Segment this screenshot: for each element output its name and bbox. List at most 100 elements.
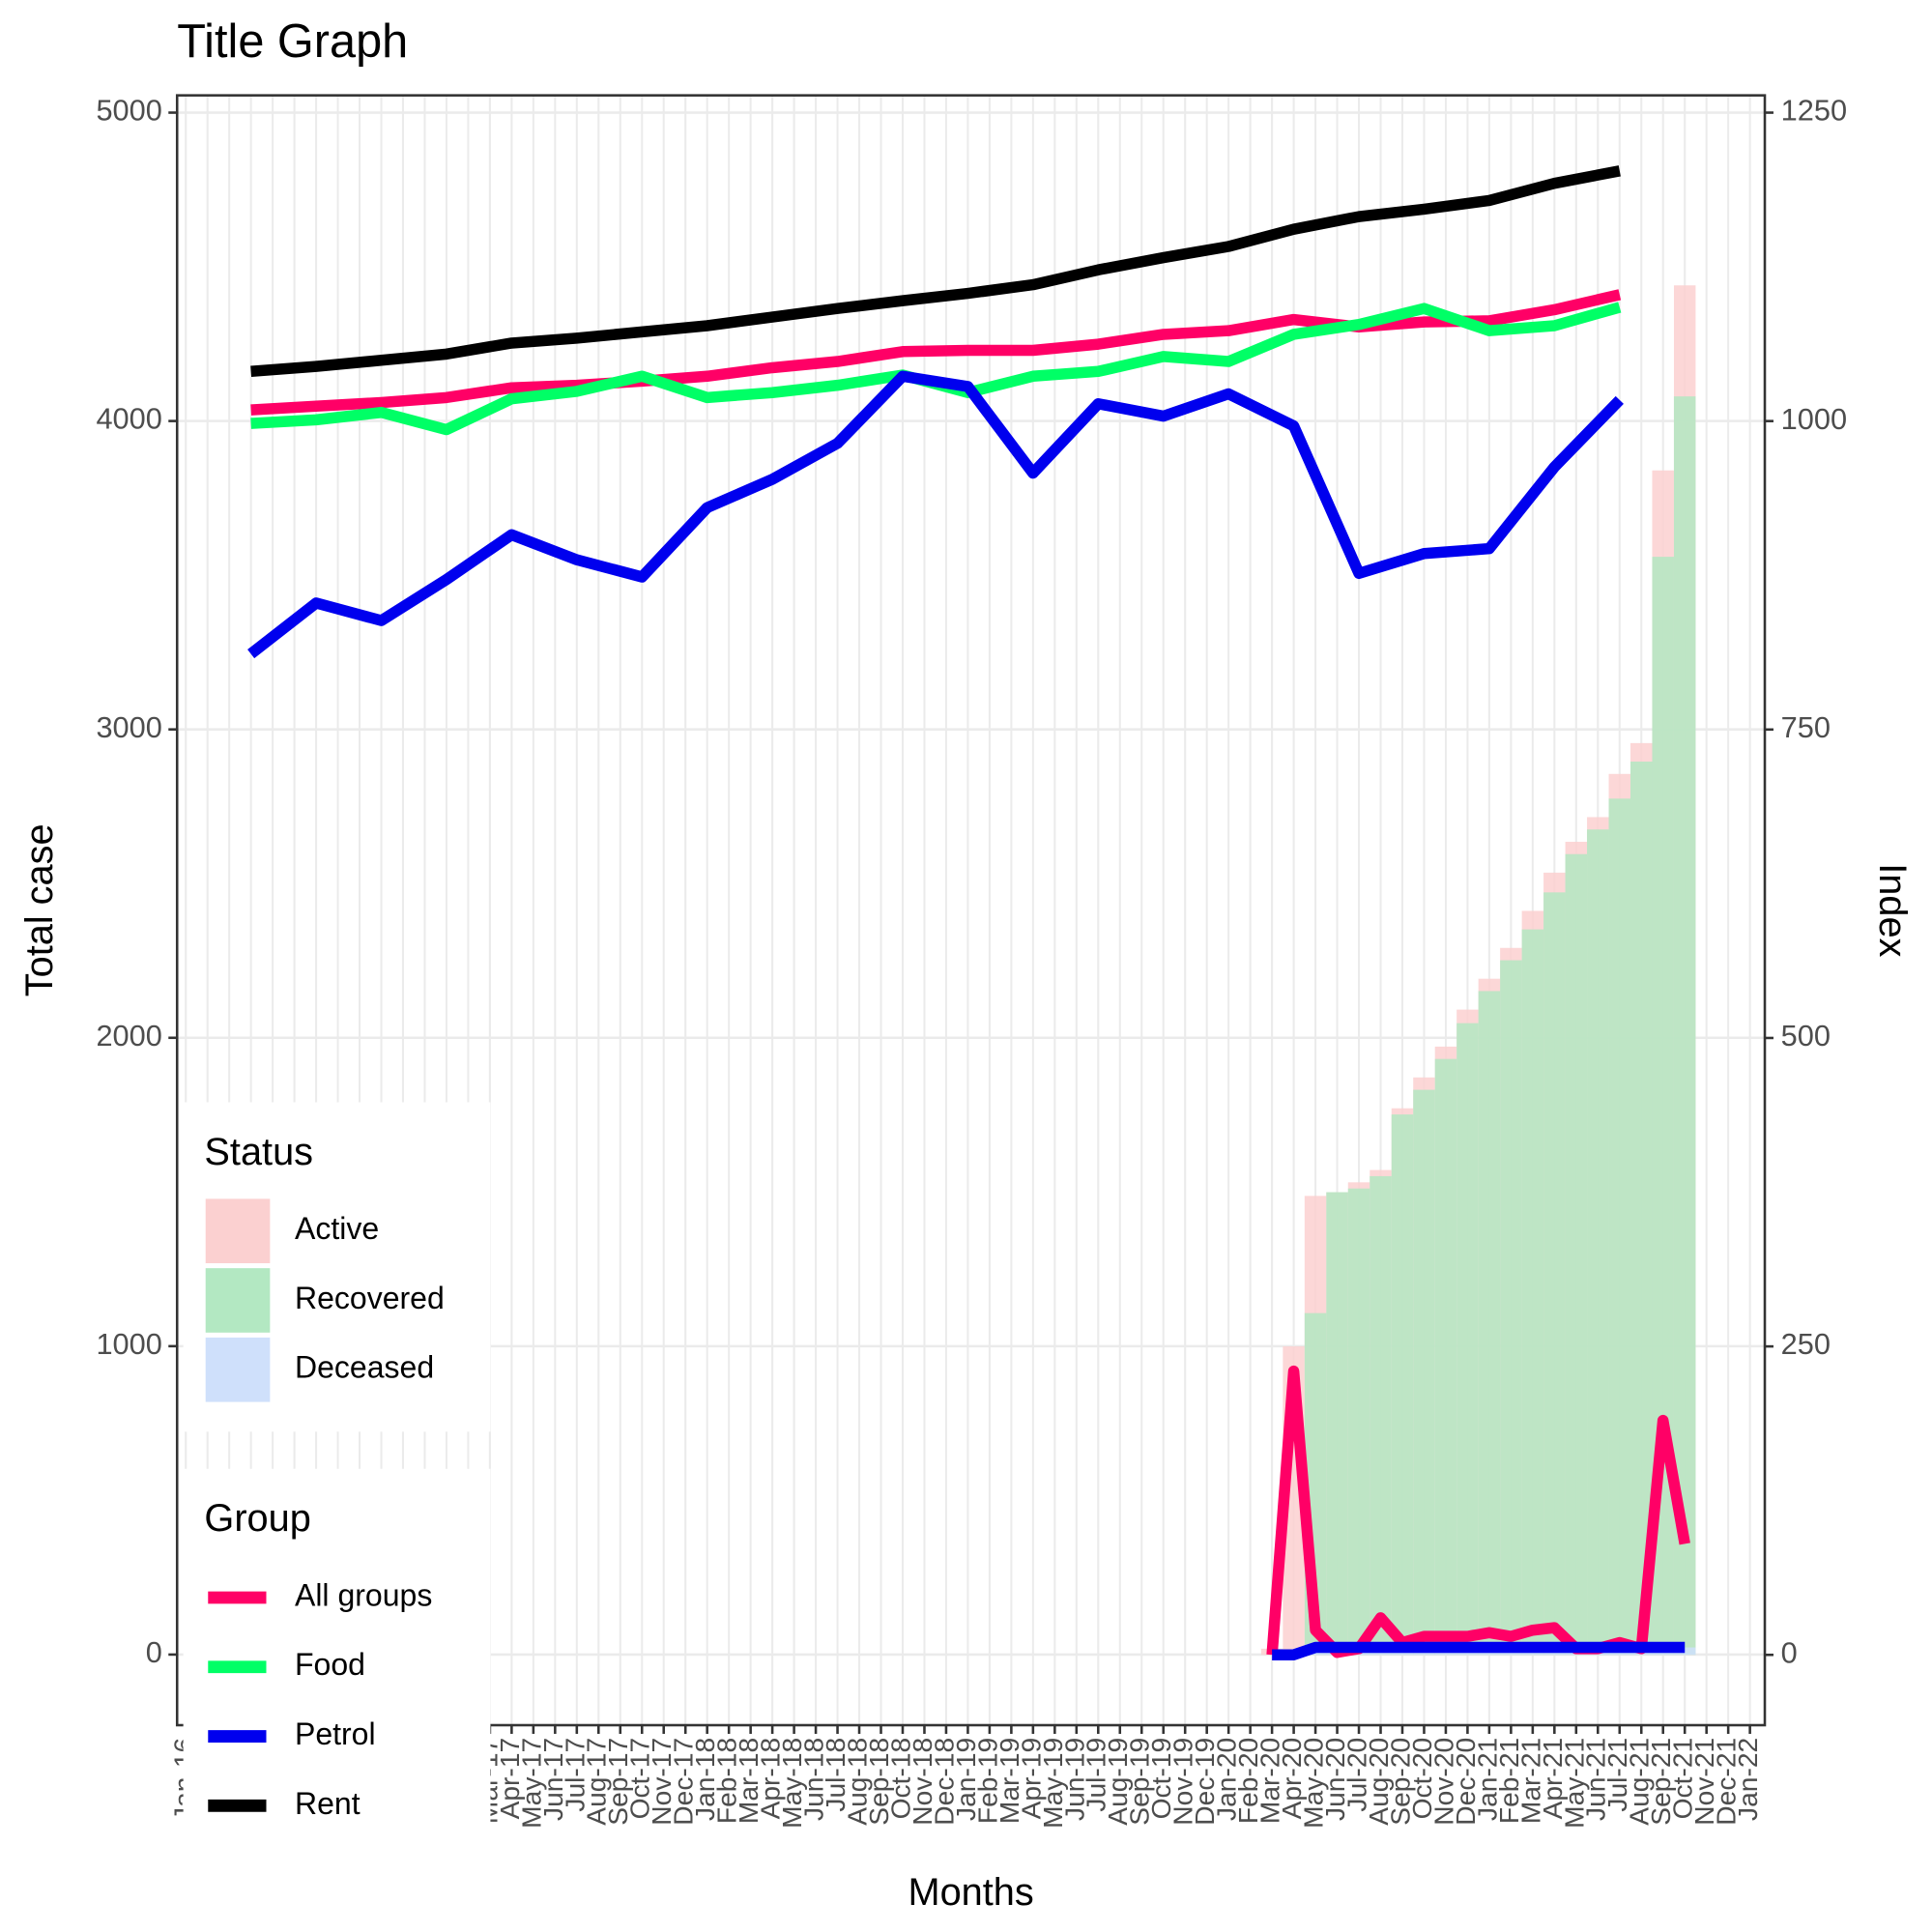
y2-tick-label: 0 (1781, 1635, 1798, 1669)
bar (1326, 1192, 1348, 1656)
x-tick-label: Nov-20 (1427, 1738, 1458, 1826)
bar (1652, 557, 1674, 1656)
x-tick-label: Jun-21 (1580, 1738, 1611, 1821)
x-tick-label: Nov-18 (907, 1738, 937, 1826)
x-tick-label: Oct-20 (1406, 1738, 1437, 1820)
bar (1347, 1188, 1370, 1656)
bar (1456, 1023, 1479, 1656)
x-tick-label: Dec-19 (1189, 1738, 1220, 1826)
legend-label: All groups (295, 1577, 432, 1612)
x-tick-label: Jul-17 (559, 1738, 590, 1812)
x-tick-label: Jul-20 (1341, 1738, 1371, 1812)
legend-label: Active (295, 1211, 379, 1246)
y-axis-title: Total case (18, 823, 61, 996)
x-tick-label: May-19 (1037, 1738, 1068, 1829)
x-tick-label: Mar-21 (1514, 1738, 1545, 1824)
x-tick-label: May-18 (776, 1738, 807, 1829)
legend: Status Active Recovered Deceased (183, 1102, 491, 1432)
line (1272, 1641, 1686, 1660)
x-tick-label: Jan-20 (1211, 1738, 1242, 1821)
y-tick-label: 3000 (96, 710, 161, 744)
x-tick-label: Oct-21 (1667, 1738, 1698, 1820)
chart-title: Title Graph (177, 15, 408, 68)
x-tick-label: Dec-20 (1450, 1738, 1481, 1826)
line (250, 289, 1622, 416)
x-tick-label: Aug-17 (581, 1738, 612, 1826)
x-tick-label: Dec-17 (668, 1738, 699, 1826)
bar (1413, 1089, 1435, 1656)
bar (1608, 798, 1631, 1656)
y2-tick-label: 1250 (1781, 94, 1847, 128)
x-tick-label: Jul-19 (1081, 1738, 1111, 1812)
bar (1500, 960, 1522, 1656)
x-tick-label: Sep-20 (1384, 1738, 1415, 1826)
y-tick-label: 4000 (96, 402, 161, 436)
y2-axis-title: Index (1871, 863, 1914, 957)
x-tick-label: Jun-20 (1319, 1738, 1350, 1821)
legend-key (205, 1268, 271, 1333)
x-tick-label: Apr-19 (1015, 1738, 1046, 1820)
x-tick-label: Oct-18 (884, 1738, 915, 1820)
legend-key (205, 1337, 271, 1402)
legend-title: Group (204, 1497, 310, 1540)
x-tick-label: Jun-17 (537, 1738, 568, 1821)
x-tick-label: Sep-18 (863, 1738, 894, 1826)
x-tick-label: Feb-18 (711, 1738, 742, 1824)
legend-label: Petrol (295, 1716, 376, 1751)
x-tick-label: Jul-18 (820, 1738, 851, 1812)
x-tick-label: Dec-21 (1711, 1738, 1742, 1826)
x-tick-label: Jun-18 (798, 1738, 829, 1821)
y2-tick-label: 750 (1781, 710, 1831, 744)
x-axis-title: Months (908, 1871, 1034, 1914)
x-tick-label: Jul-21 (1601, 1738, 1632, 1812)
y-tick-label: 2000 (96, 1019, 161, 1053)
x-tick-label: May-20 (1298, 1738, 1329, 1829)
legend-title: Status (204, 1131, 313, 1173)
x-tick-label: Jan-19 (950, 1738, 981, 1821)
x-tick-label: Nov-19 (1168, 1738, 1198, 1826)
x-tick-label: Dec-18 (928, 1738, 959, 1826)
bar (1391, 1114, 1414, 1656)
y2-tick-label: 250 (1781, 1327, 1831, 1361)
x-tick-label: Aug-21 (1624, 1738, 1655, 1826)
x-tick-label: Sep-19 (1124, 1738, 1155, 1826)
x-tick-label: Mar-18 (733, 1738, 764, 1824)
y-tick-label: 0 (146, 1635, 162, 1669)
x-tick-label: Apr-17 (494, 1738, 525, 1820)
x-tick-label: Feb-19 (971, 1738, 1002, 1824)
x-tick-label: Nov-21 (1688, 1738, 1719, 1826)
legend-key (205, 1198, 271, 1264)
x-tick-label: Apr-20 (1276, 1738, 1307, 1820)
x-tick-label: Nov-17 (646, 1738, 677, 1826)
x-tick-label: Feb-20 (1232, 1738, 1263, 1824)
x-tick-label: Aug-20 (1363, 1738, 1394, 1826)
bar (1587, 829, 1609, 1656)
x-tick-label: Jan-22 (1732, 1738, 1763, 1821)
bar (1370, 1175, 1392, 1656)
x-tick-label: Sep-17 (602, 1738, 633, 1826)
bar (1478, 991, 1501, 1656)
line (247, 370, 1624, 659)
x-tick-label: Jun-19 (1058, 1738, 1089, 1821)
x-tick-label: Jan-21 (1471, 1738, 1502, 1821)
legend: Group All groups Food Petrol Rent (183, 1468, 491, 1868)
x-tick-label: May-17 (515, 1738, 546, 1829)
x-tick-label: Apr-21 (1537, 1738, 1568, 1820)
legend-label: Food (295, 1647, 365, 1682)
y2-tick-label: 500 (1781, 1019, 1831, 1053)
bar (1673, 396, 1696, 1656)
x-tick-label: Mar-20 (1254, 1738, 1285, 1824)
y-tick-label: 1000 (96, 1327, 161, 1361)
x-tick-label: Aug-18 (841, 1738, 872, 1826)
x-tick-label: Oct-19 (1145, 1738, 1176, 1820)
plot-frame (175, 94, 1767, 1727)
y-tick-label: 5000 (96, 94, 161, 128)
bar (1565, 853, 1588, 1656)
line (250, 165, 1621, 378)
bar (1521, 929, 1544, 1656)
x-tick-label: Mar-19 (994, 1738, 1024, 1824)
x-tick-label: Aug-19 (1102, 1738, 1133, 1826)
x-tick-label: Jan-18 (689, 1738, 720, 1821)
legend-label: Deceased (295, 1350, 434, 1385)
